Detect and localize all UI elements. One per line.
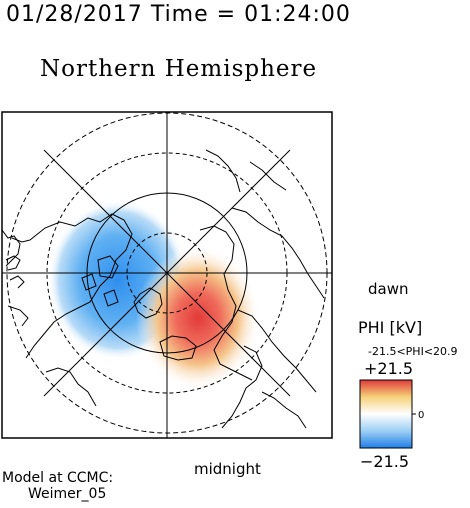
meridian-lines xyxy=(2,112,332,438)
plot-frame xyxy=(1,111,333,439)
value-range: -21.5<PHI<20.9 xyxy=(368,345,458,358)
time-label: Time xyxy=(150,2,209,27)
colorbar-min-label: −21.5 xyxy=(360,452,410,471)
colorbar-mid-label: 0 xyxy=(418,410,424,421)
coastlines xyxy=(2,149,325,429)
time-text: 01:24:00 xyxy=(244,2,351,27)
quantity-name: PHI xyxy=(358,318,385,337)
midnight-label: midnight xyxy=(194,460,261,478)
dawn-label: dawn xyxy=(368,280,409,298)
colorbar-max-label: +21.5 xyxy=(364,359,414,378)
chart-title: Northern Hemisphere xyxy=(40,56,318,82)
quantity-unit: [kV] xyxy=(389,318,423,337)
model-credit-line2: Weimer_05 xyxy=(28,486,107,502)
colorbar: 0 xyxy=(359,379,424,449)
equals-sign: = xyxy=(216,2,237,27)
dawn-cell xyxy=(136,246,260,390)
polar-plot xyxy=(1,111,333,439)
date-text: 01/28/2017 xyxy=(6,2,143,27)
model-credit-line1: Model at CCMC: xyxy=(2,470,114,486)
colorbar-gradient xyxy=(359,379,413,449)
colorbar-title: PHI [kV] xyxy=(358,318,422,337)
timestamp-header: 01/28/2017 Time = 01:24:00 xyxy=(6,2,351,27)
